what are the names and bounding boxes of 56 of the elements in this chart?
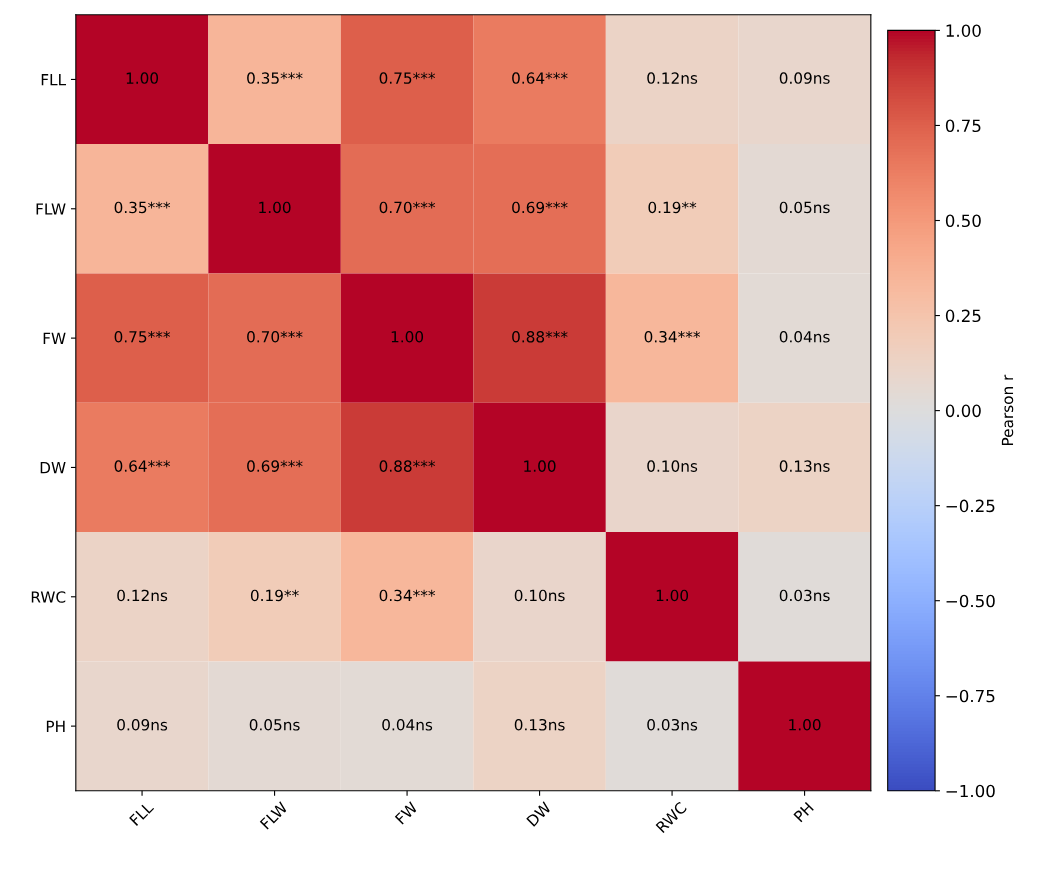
x-tick-label: DW	[526, 801, 552, 827]
data-label: 0.03ns	[779, 589, 830, 602]
data-label: 0.35***	[247, 72, 303, 84]
data-label: 0.09ns	[117, 719, 168, 731]
x-tick-label: FW	[394, 801, 419, 825]
data-label: 0.69***	[512, 201, 568, 214]
color-bar-label: −0.75	[946, 689, 995, 703]
y-tick-label: FLW	[36, 203, 66, 215]
y-tick-label: PH	[46, 720, 65, 732]
data-label: 0.88***	[379, 460, 436, 472]
color-bar-label: 0.50	[945, 214, 981, 228]
color-bar-label: 0.75	[945, 119, 981, 133]
data-label: 0.35***	[114, 201, 171, 214]
data-label: 0.70***	[379, 201, 436, 214]
data-label: 0.13ns	[514, 719, 565, 731]
color-bar-label: 0.25	[945, 309, 981, 323]
data-label: 1.00	[259, 201, 291, 214]
data-label: 0.12ns	[647, 72, 698, 84]
x-tick-label: FLL	[129, 800, 155, 826]
color-bar-label: −1.00	[946, 784, 995, 798]
data-label: 1.00	[391, 330, 424, 343]
y-tick-label: RWC	[31, 591, 66, 603]
data-label: 0.75***	[379, 72, 436, 84]
y-tick-label: DW	[40, 462, 66, 474]
data-label: 0.09ns	[779, 72, 830, 84]
x-tick-label: PH	[793, 801, 814, 823]
data-label: 0.13ns	[779, 460, 830, 472]
data-label: 1.00	[789, 719, 821, 731]
data-label: 0.10ns	[647, 460, 698, 472]
data-label: 0.75***	[114, 330, 171, 343]
data-label: 0.19**	[648, 201, 697, 214]
y-tick-label: FW	[43, 332, 66, 344]
data-label: 0.34***	[379, 589, 436, 602]
color-bar-label: 0.00	[945, 404, 981, 418]
data-label: 0.88***	[512, 330, 568, 343]
data-label: 0.34***	[644, 330, 701, 343]
data-label: 0.64***	[512, 72, 568, 84]
y-tick-label: FLL	[41, 74, 67, 86]
data-label: 0.12ns	[117, 589, 168, 602]
data-label: 0.69***	[247, 460, 303, 472]
data-label: 0.64***	[114, 460, 171, 472]
data-label: 0.03ns	[647, 719, 698, 731]
data-label: 0.19**	[250, 589, 299, 602]
data-label: 0.10ns	[514, 589, 565, 602]
color-bar-label: −0.25	[946, 499, 995, 513]
data-label: 1.00	[524, 460, 556, 472]
data-label: 0.70***	[247, 330, 303, 343]
data-label: 1.00	[126, 72, 159, 84]
data-label: 0.04ns	[779, 330, 830, 343]
color-bar-title: Pearson r	[1001, 374, 1014, 446]
data-label: 0.04ns	[382, 719, 433, 731]
color-bar-label: −0.50	[946, 594, 995, 608]
data-label: 0.05ns	[779, 201, 830, 214]
color-bar-label: 1.00	[946, 24, 981, 37]
data-label: 1.00	[656, 589, 689, 602]
data-label: 0.05ns	[249, 719, 300, 731]
